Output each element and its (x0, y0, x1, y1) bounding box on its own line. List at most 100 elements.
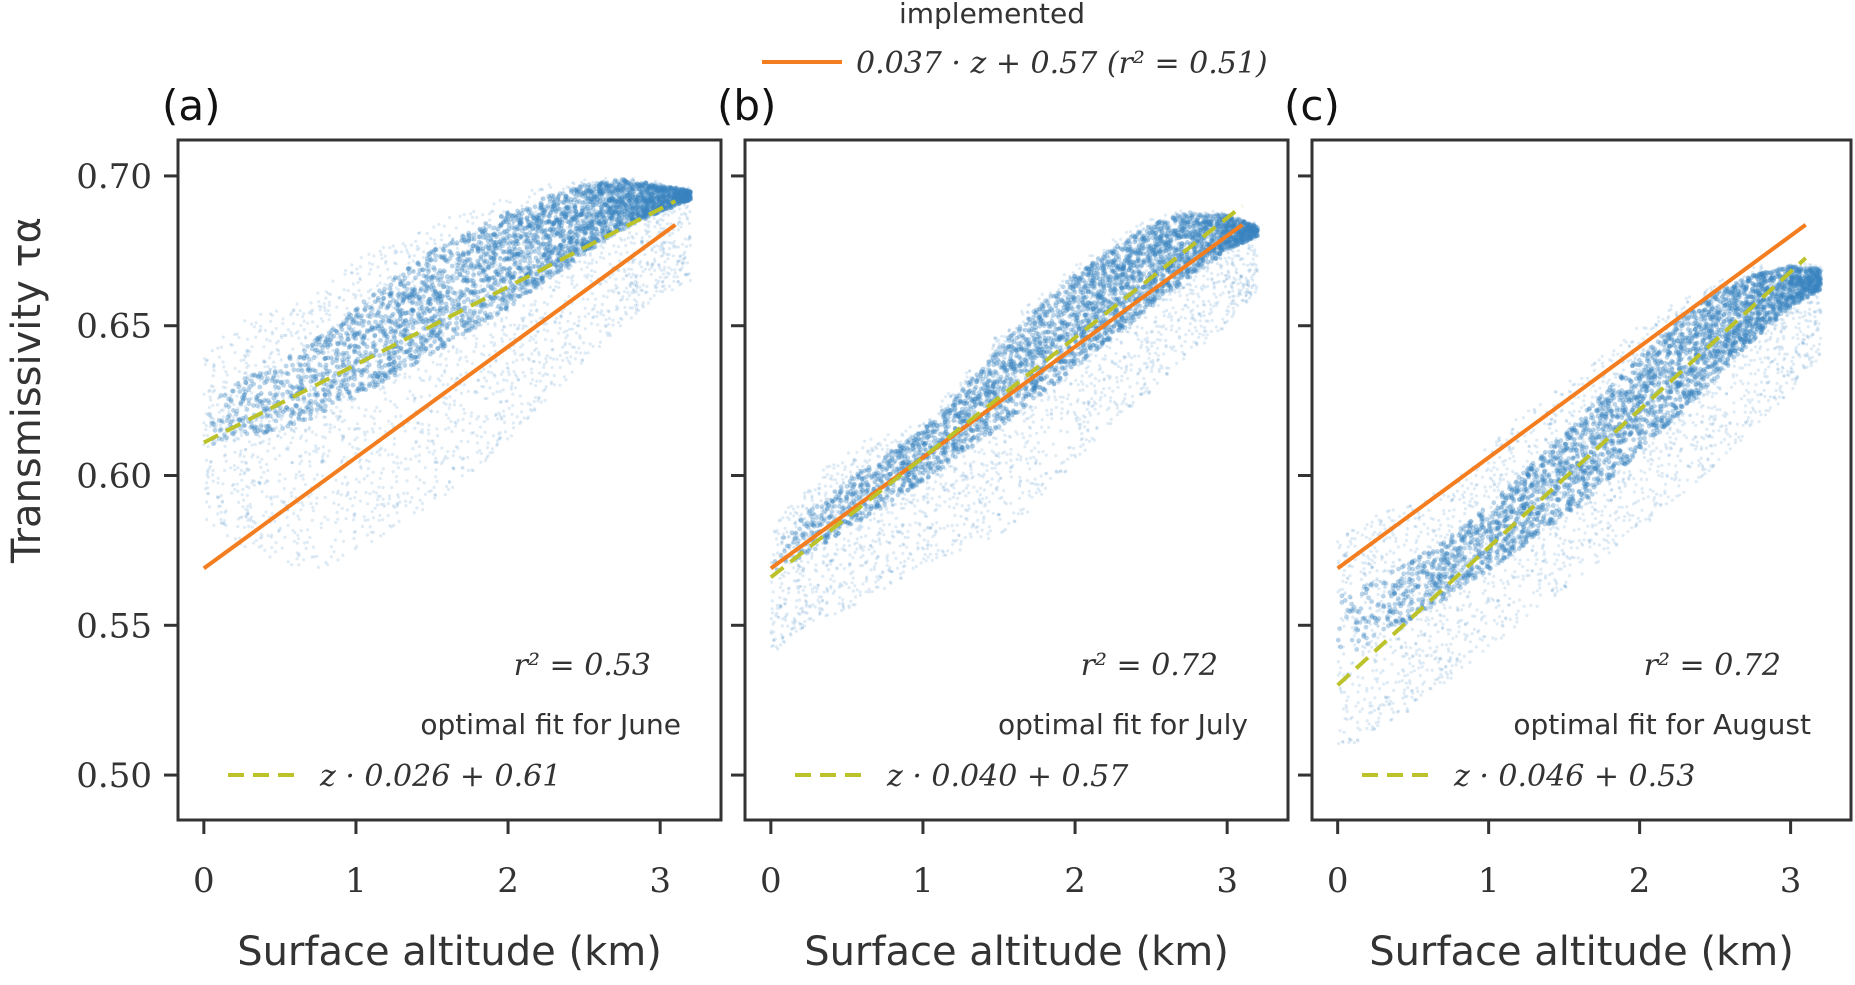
scatter-point (533, 303, 537, 307)
scatter-point (264, 408, 268, 412)
scatter-point (432, 442, 436, 446)
scatter-point (298, 309, 302, 313)
scatter-point (494, 263, 499, 267)
scatter-point (675, 262, 679, 266)
scatter-point (632, 291, 636, 295)
scatter-point (389, 304, 393, 308)
scatter-point (543, 387, 547, 391)
scatter-point (529, 249, 534, 255)
scatter-point (325, 342, 330, 348)
scatter-point (645, 262, 650, 266)
scatter-point (343, 313, 347, 317)
scatter-point (284, 333, 288, 337)
scatter-point (629, 282, 633, 286)
scatter-point (592, 234, 596, 238)
scatter-point (398, 315, 402, 319)
scatter-point (246, 504, 250, 508)
scatter-point (212, 420, 216, 424)
scatter-point (680, 242, 685, 246)
scatter-point (506, 210, 510, 214)
scatter-point (561, 187, 566, 191)
scatter-point (628, 306, 632, 310)
scatter-point (533, 248, 537, 252)
scatter-point (661, 240, 665, 244)
scatter-point (334, 351, 338, 355)
scatter-point (586, 297, 590, 301)
scatter-point (454, 240, 460, 246)
scatter-point (468, 257, 472, 261)
scatter-point (240, 460, 244, 464)
scatter-point (627, 267, 631, 271)
scatter-point (377, 353, 382, 358)
scatter-point (392, 381, 396, 385)
scatter-point (384, 430, 388, 434)
scatter-point (223, 386, 228, 390)
scatter-point (661, 290, 665, 294)
scatter-point (634, 181, 638, 186)
scatter-point (263, 399, 267, 403)
scatter-point (626, 203, 631, 209)
scatter-point (580, 267, 584, 271)
scatter-point (267, 437, 271, 441)
scatter-point (365, 430, 369, 434)
scatter-point (281, 396, 285, 400)
scatter-point (519, 420, 523, 424)
scatter-point (202, 433, 206, 437)
scatter-point (446, 383, 450, 387)
scatter-point (568, 249, 572, 253)
scatter-point (445, 456, 449, 460)
scatter-point (611, 198, 615, 202)
scatter-point (441, 318, 445, 322)
scatter-point (654, 250, 658, 254)
scatter-point (217, 428, 223, 433)
scatter-point (232, 434, 236, 438)
scatter-point (459, 349, 463, 354)
scatter-point (655, 289, 659, 293)
scatter-point (441, 333, 445, 337)
scatter-point (661, 279, 665, 283)
scatter-point (292, 511, 296, 516)
scatter-point (668, 247, 672, 251)
scatter-point (379, 471, 384, 475)
scatter-point (474, 267, 478, 271)
scatter-point (277, 352, 281, 356)
scatter-point (539, 278, 543, 282)
scatter-point (323, 495, 327, 500)
scatter-point (514, 235, 518, 239)
scatter-point (315, 473, 319, 477)
scatter-point (502, 378, 506, 382)
scatter-point (434, 299, 438, 303)
scatter-point (362, 477, 366, 481)
scatter-point (320, 474, 325, 478)
scatter-point (570, 282, 574, 286)
scatter-point (437, 332, 441, 336)
scatter-point (572, 345, 577, 349)
scatter-point (428, 259, 432, 263)
scatter-point (664, 200, 669, 205)
scatter-point (392, 338, 396, 342)
scatter-point (340, 481, 344, 486)
scatter-point (433, 253, 438, 258)
scatter-point (247, 377, 251, 382)
scatter-point (634, 284, 638, 288)
scatter-point (573, 260, 577, 264)
scatter-point (653, 225, 657, 229)
scatter-point (384, 292, 388, 296)
scatter-point (502, 332, 506, 336)
scatter-point (263, 481, 267, 485)
scatter-point (659, 217, 663, 221)
scatter-point (422, 379, 426, 383)
scatter-point (388, 524, 392, 528)
scatter-point (278, 472, 282, 476)
scatter-point (320, 350, 326, 355)
scatter-point (552, 288, 556, 292)
scatter-point (245, 382, 249, 386)
scatter-point (529, 303, 533, 307)
scatter-point (263, 365, 267, 369)
scatter-point (474, 345, 478, 349)
scatter-point (240, 515, 244, 519)
scatter-point (275, 341, 279, 345)
scatter-point (529, 367, 534, 371)
scatter-point (629, 280, 633, 285)
scatter-point (421, 431, 425, 435)
